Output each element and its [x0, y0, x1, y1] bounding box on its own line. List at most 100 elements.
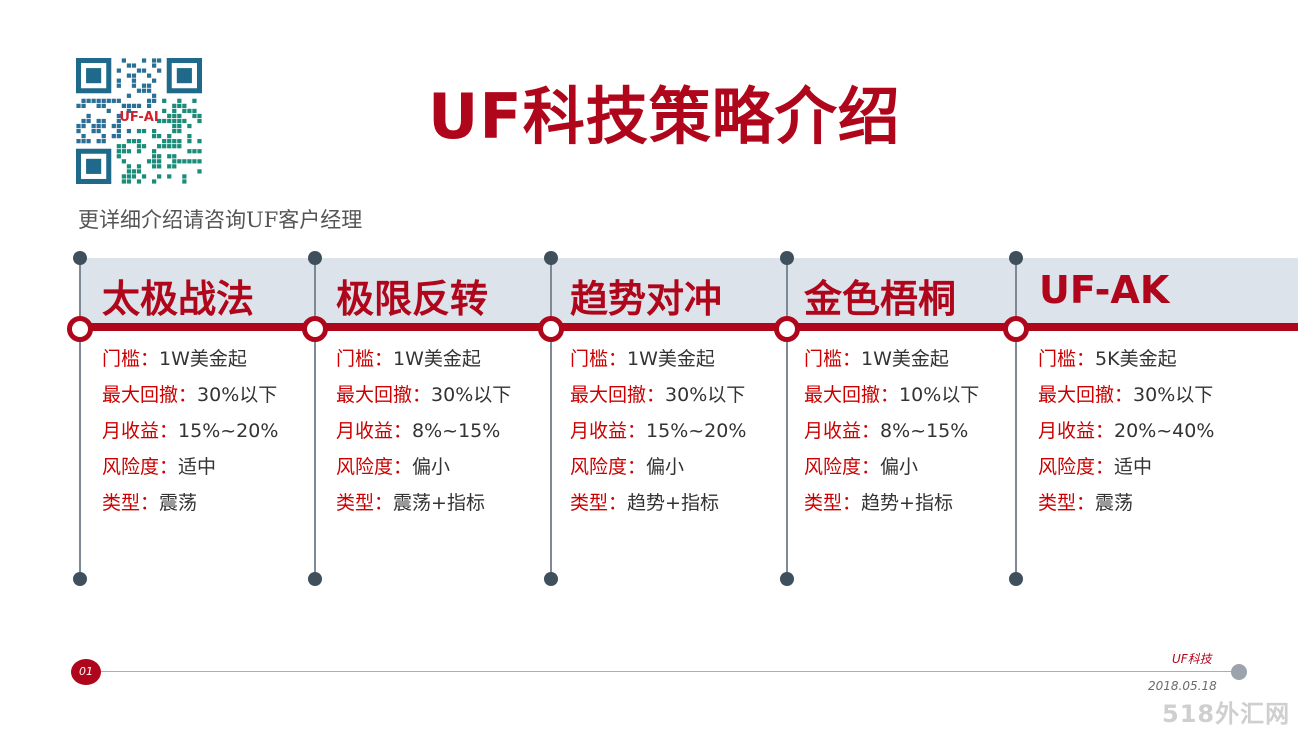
strategy-title: 趋势对冲 — [570, 277, 723, 321]
detail-value: 30%以下 — [431, 384, 512, 406]
separator: ： — [861, 420, 881, 442]
node-bottom — [1009, 572, 1023, 586]
strategy-details: 门槛：1W美金起 最大回撤：30%以下 月收益：8%~15% 风险度：偏小 类型… — [336, 346, 511, 526]
detail-key: 风险度 — [102, 456, 160, 478]
page-title: UF科技策略介绍 — [428, 80, 901, 153]
detail-row: 类型：震荡 — [102, 490, 278, 526]
column-divider — [550, 257, 552, 579]
detail-key: 月收益 — [102, 420, 160, 442]
detail-row: 门槛：1W美金起 — [804, 346, 979, 382]
separator: ： — [880, 384, 900, 406]
detail-value: 偏小 — [646, 456, 685, 478]
detail-value: 偏小 — [880, 456, 919, 478]
separator: ： — [374, 492, 394, 514]
detail-key: 风险度 — [804, 456, 862, 478]
detail-value: 震荡+指标 — [393, 492, 485, 514]
detail-row: 门槛：1W美金起 — [102, 346, 278, 382]
detail-key: 最大回撤 — [102, 384, 179, 406]
detail-key: 月收益 — [336, 420, 394, 442]
detail-key: 月收益 — [804, 420, 862, 442]
strategy-details: 门槛：1W美金起 最大回撤：30%以下 月收益：15%~20% 风险度：适中 类… — [102, 346, 278, 526]
detail-key: 门槛 — [102, 348, 141, 370]
detail-row: 风险度：偏小 — [570, 454, 746, 490]
separator: ： — [412, 384, 432, 406]
detail-value: 偏小 — [412, 456, 451, 478]
column-divider — [1015, 257, 1017, 579]
detail-key: 最大回撤 — [1038, 384, 1115, 406]
separator: ： — [374, 348, 394, 370]
strategy-title: 极限反转 — [336, 277, 489, 321]
node-bottom — [780, 572, 794, 586]
detail-value: 适中 — [1114, 456, 1153, 478]
detail-row: 最大回撤：30%以下 — [570, 382, 746, 418]
detail-row: 门槛：5K美金起 — [1038, 346, 1214, 382]
detail-row: 风险度：偏小 — [336, 454, 511, 490]
strategy-details: 门槛：5K美金起 最大回撤：30%以下 月收益：20%~40% 风险度：适中 类… — [1038, 346, 1214, 526]
detail-row: 类型：趋势+指标 — [804, 490, 979, 526]
footer-end-dot — [1231, 664, 1247, 680]
detail-row: 月收益：15%~20% — [570, 418, 746, 454]
detail-key: 类型 — [102, 492, 141, 514]
node-top — [544, 251, 558, 265]
timeline-node — [774, 316, 800, 342]
separator: ： — [159, 420, 179, 442]
detail-row: 风险度：偏小 — [804, 454, 979, 490]
page-subtitle: 更详细介绍请咨询UF客户经理 — [78, 208, 363, 232]
page-number: 01 — [71, 659, 101, 685]
detail-value: 30%以下 — [1133, 384, 1214, 406]
detail-row: 门槛：1W美金起 — [570, 346, 746, 382]
detail-row: 最大回撤：30%以下 — [102, 382, 278, 418]
detail-key: 月收益 — [1038, 420, 1096, 442]
separator: ： — [393, 420, 413, 442]
column-divider — [314, 257, 316, 579]
detail-key: 最大回撤 — [570, 384, 647, 406]
column-divider — [786, 257, 788, 579]
timeline-node — [302, 316, 328, 342]
detail-key: 门槛 — [804, 348, 843, 370]
detail-key: 最大回撤 — [336, 384, 413, 406]
detail-key: 风险度 — [336, 456, 394, 478]
detail-value: 震荡 — [1095, 492, 1134, 514]
column-divider — [79, 257, 81, 579]
detail-value: 30%以下 — [197, 384, 278, 406]
detail-row: 类型：趋势+指标 — [570, 490, 746, 526]
timeline-node — [67, 316, 93, 342]
detail-key: 月收益 — [570, 420, 628, 442]
strategy-details: 门槛：1W美金起 最大回撤：10%以下 月收益：8%~15% 风险度：偏小 类型… — [804, 346, 979, 526]
detail-key: 类型 — [804, 492, 843, 514]
detail-value: 15%~20% — [178, 420, 279, 442]
separator: ： — [1076, 492, 1096, 514]
separator: ： — [140, 492, 160, 514]
node-top — [308, 251, 322, 265]
separator: ： — [1095, 420, 1115, 442]
node-bottom — [308, 572, 322, 586]
footer-date: 2018.05.18 — [1148, 679, 1217, 693]
detail-value: 8%~15% — [412, 420, 501, 442]
detail-value: 8%~15% — [880, 420, 969, 442]
detail-value: 15%~20% — [646, 420, 747, 442]
detail-value: 适中 — [178, 456, 217, 478]
detail-key: 门槛 — [1038, 348, 1077, 370]
separator: ： — [842, 492, 862, 514]
detail-key: 类型 — [336, 492, 375, 514]
separator: ： — [1095, 456, 1115, 478]
detail-row: 月收益：20%~40% — [1038, 418, 1214, 454]
detail-value: 震荡 — [159, 492, 198, 514]
detail-row: 月收益：8%~15% — [804, 418, 979, 454]
detail-row: 最大回撤：10%以下 — [804, 382, 979, 418]
detail-row: 类型：震荡+指标 — [336, 490, 511, 526]
node-top — [1009, 251, 1023, 265]
node-bottom — [73, 572, 87, 586]
detail-value: 5K美金起 — [1095, 348, 1177, 370]
separator: ： — [627, 420, 647, 442]
detail-key: 类型 — [1038, 492, 1077, 514]
separator: ： — [861, 456, 881, 478]
separator: ： — [842, 348, 862, 370]
detail-value: 1W美金起 — [159, 348, 247, 370]
timeline-node — [538, 316, 564, 342]
detail-row: 月收益：15%~20% — [102, 418, 278, 454]
node-top — [73, 251, 87, 265]
detail-row: 风险度：适中 — [102, 454, 278, 490]
separator: ： — [608, 348, 628, 370]
node-bottom — [544, 572, 558, 586]
